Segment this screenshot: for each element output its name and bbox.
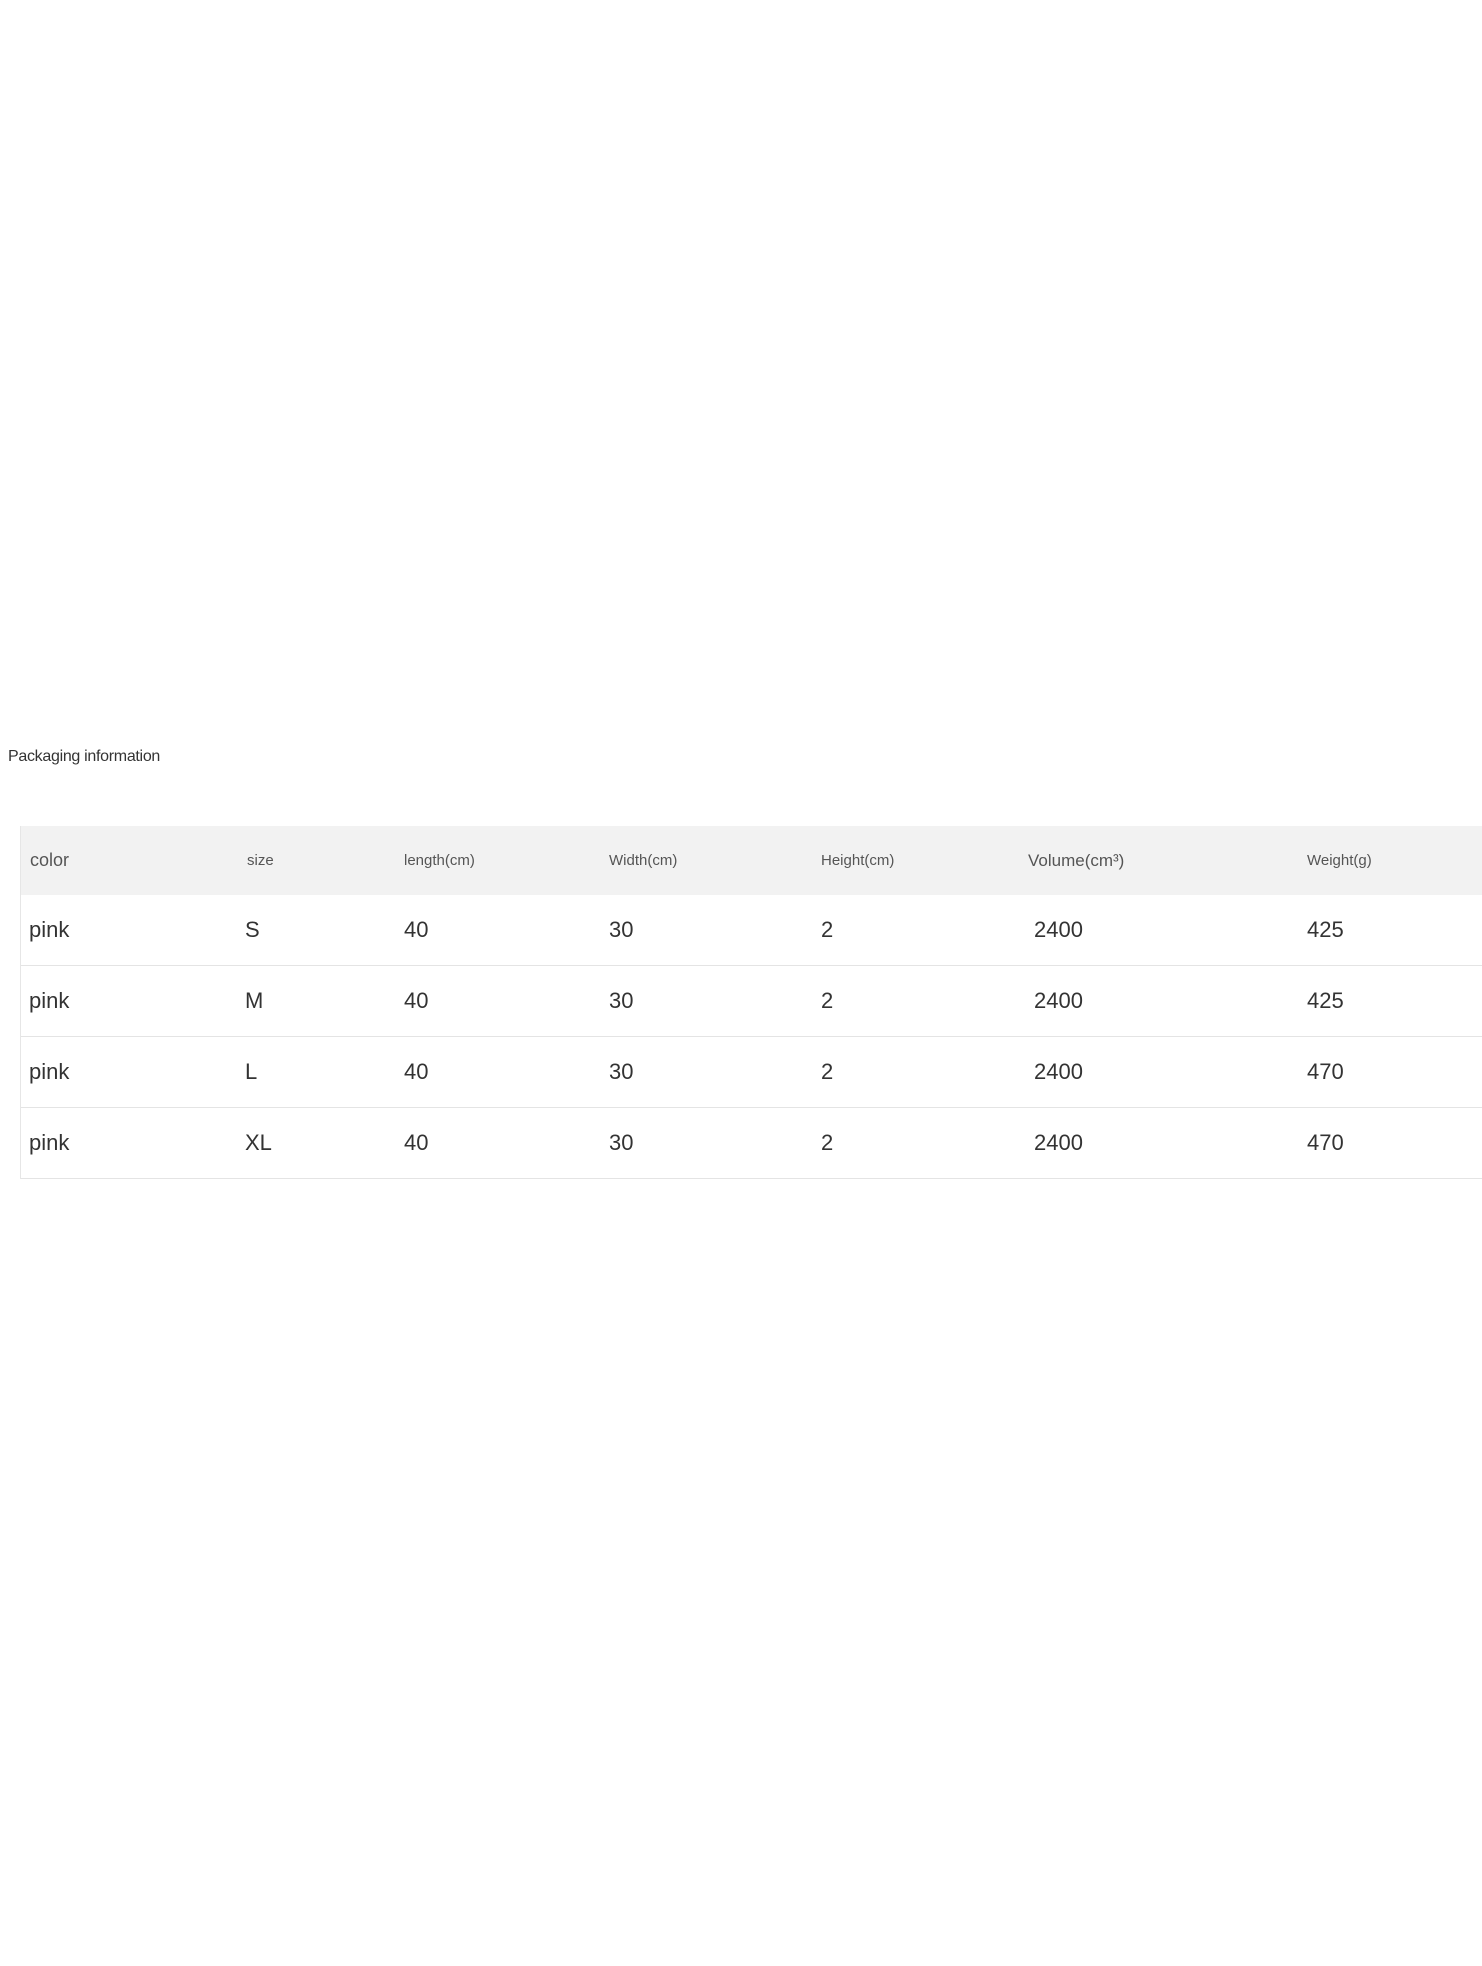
cell-size: XL [245, 1130, 272, 1155]
cell-length: 40 [404, 1059, 429, 1084]
header-weight: Weight(g) [1307, 852, 1372, 869]
cell-length: 40 [404, 988, 429, 1013]
table-row: pink S 40 30 2 2400 425 [21, 895, 1482, 966]
cell-weight: 425 [1307, 917, 1344, 942]
cell-volume: 2400 [1034, 917, 1083, 942]
table-header-row: color size length(cm) Width(cm) Height(c… [21, 826, 1482, 895]
cell-volume: 2400 [1034, 1130, 1083, 1155]
cell-size: L [245, 1059, 258, 1084]
header-width: Width(cm) [609, 852, 678, 869]
cell-size: S [245, 917, 260, 942]
cell-color: pink [29, 1059, 70, 1084]
cell-volume: 2400 [1034, 988, 1083, 1013]
cell-color: pink [29, 917, 70, 942]
cell-size: M [245, 988, 264, 1013]
cell-height: 2 [821, 1130, 834, 1155]
packaging-table: color size length(cm) Width(cm) Height(c… [20, 826, 1482, 1179]
cell-width: 30 [609, 917, 634, 942]
header-length: length(cm) [404, 852, 475, 869]
cell-weight: 470 [1307, 1059, 1344, 1084]
cell-length: 40 [404, 917, 429, 942]
header-color: color [30, 850, 70, 870]
header-volume: Volume(cm³) [1028, 850, 1125, 870]
table-row: pink XL 40 30 2 2400 470 [21, 1108, 1482, 1179]
cell-width: 30 [609, 1130, 634, 1155]
table-row: pink M 40 30 2 2400 425 [21, 966, 1482, 1037]
cell-color: pink [29, 988, 70, 1013]
cell-weight: 470 [1307, 1130, 1344, 1155]
header-size: size [247, 852, 274, 869]
cell-height: 2 [821, 1059, 834, 1084]
cell-volume: 2400 [1034, 1059, 1083, 1084]
cell-height: 2 [821, 988, 834, 1013]
cell-height: 2 [821, 917, 834, 942]
cell-width: 30 [609, 1059, 634, 1084]
table-row: pink L 40 30 2 2400 470 [21, 1037, 1482, 1108]
cell-weight: 425 [1307, 988, 1344, 1013]
header-height: Height(cm) [821, 852, 895, 869]
cell-width: 30 [609, 988, 634, 1013]
cell-length: 40 [404, 1130, 429, 1155]
cell-color: pink [29, 1130, 70, 1155]
section-title: Packaging information [8, 748, 161, 765]
